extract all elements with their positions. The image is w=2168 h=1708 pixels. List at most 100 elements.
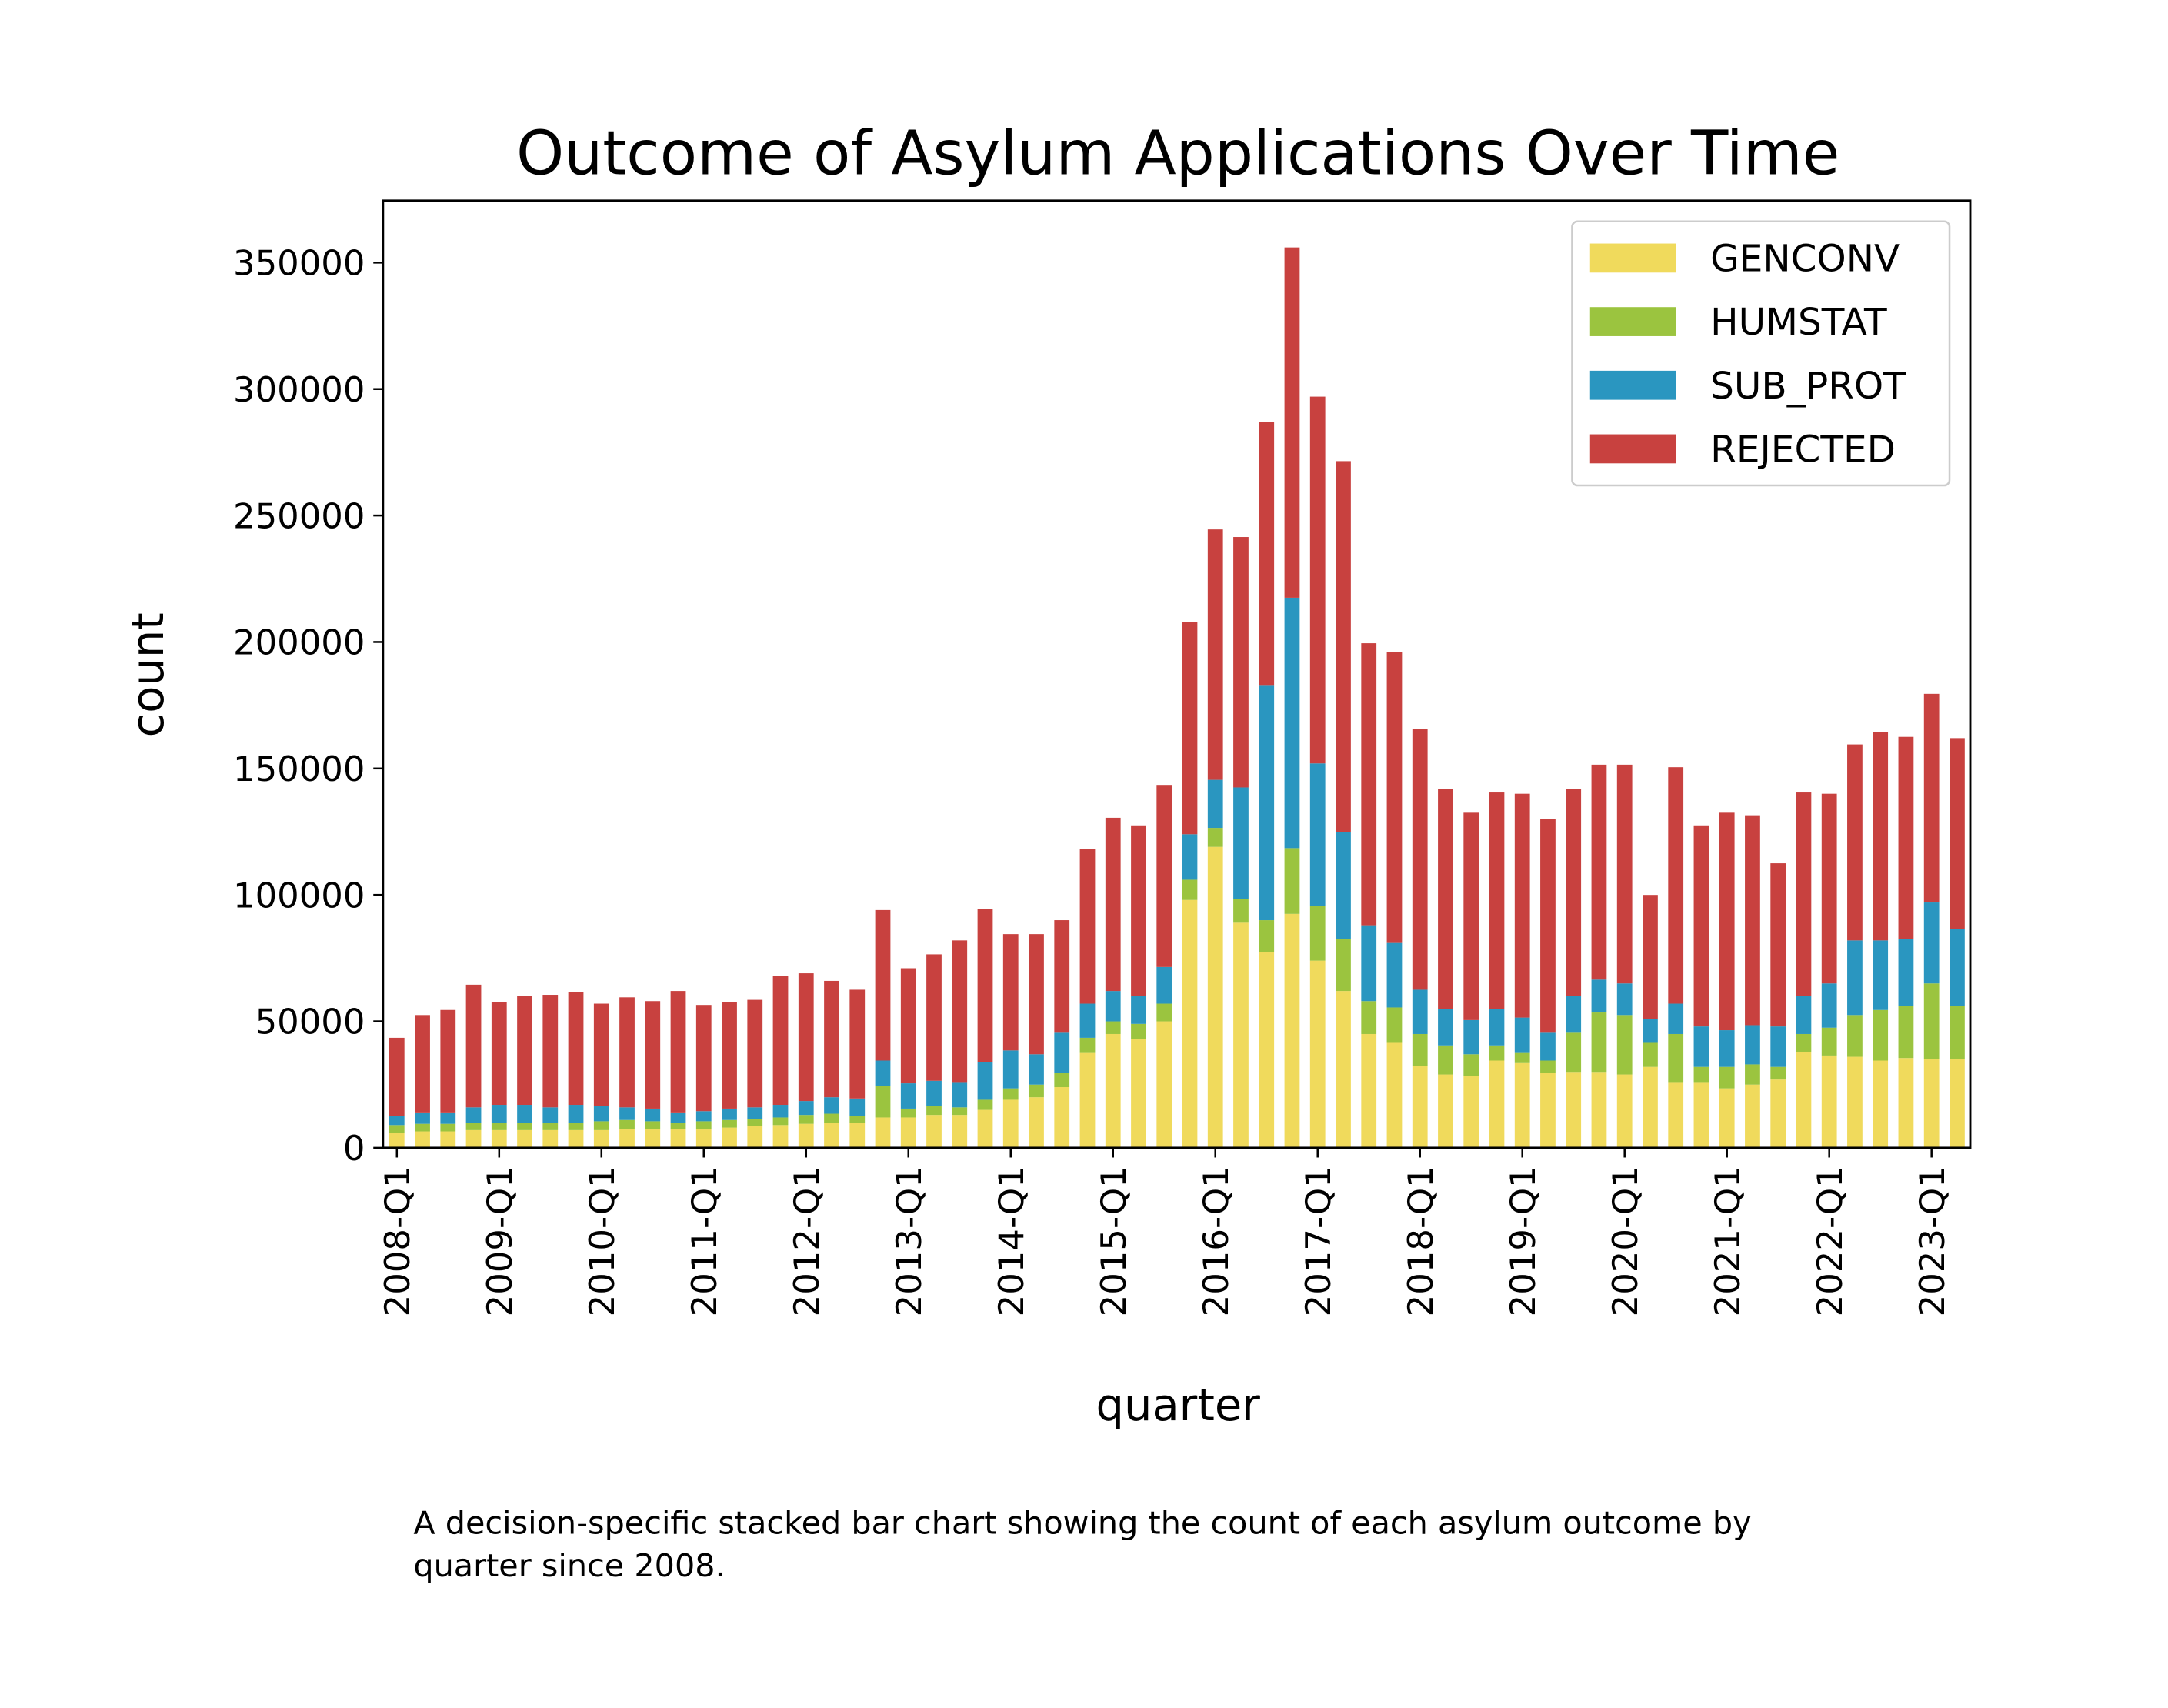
bar-segment: [415, 1015, 430, 1113]
bar-segment: [1259, 952, 1275, 1148]
bar-segment: [1540, 1073, 1556, 1148]
bar-segment: [1489, 1009, 1505, 1046]
bar-segment: [645, 1108, 661, 1122]
bar-segment: [517, 1129, 532, 1148]
bar-segment: [593, 1129, 609, 1148]
bar-segment: [1847, 744, 1863, 941]
bar-segment: [1898, 939, 1914, 1006]
bar-segment: [1463, 1054, 1479, 1076]
bar-segment: [1821, 1055, 1837, 1148]
bar-segment: [747, 1119, 763, 1126]
legend-swatch: [1589, 243, 1676, 273]
bar-segment: [568, 1105, 584, 1123]
bar-segment: [465, 1107, 482, 1123]
bar-segment: [1796, 792, 1812, 996]
bar-segment: [1540, 1032, 1556, 1061]
bar-segment: [1923, 1059, 1940, 1148]
bar-segment: [389, 1037, 405, 1116]
bar-segment: [1029, 934, 1044, 1055]
bar-segment: [1463, 1076, 1479, 1148]
bar-segment: [1719, 1030, 1735, 1067]
bar-segment: [772, 1117, 789, 1126]
bar-segment: [1054, 1087, 1070, 1148]
bar-segment: [542, 1129, 559, 1148]
bar-segment: [1745, 1064, 1760, 1085]
bar-segment: [1950, 929, 1965, 1006]
bar-segment: [824, 1097, 839, 1114]
bar-segment: [1259, 685, 1275, 921]
bar-segment: [1105, 1021, 1121, 1034]
bar-segment: [491, 1129, 507, 1148]
x-tick-label: 2008-Q1: [377, 1166, 418, 1316]
bar-segment: [568, 1123, 584, 1130]
bar-segment: [1386, 652, 1403, 943]
bar-segment: [1412, 1066, 1428, 1148]
bar-segment: [798, 1115, 814, 1124]
bar-segment: [1207, 828, 1223, 847]
bar-segment: [1207, 846, 1223, 1148]
y-axis-label: count: [122, 612, 174, 737]
bar-segment: [798, 1123, 814, 1148]
bar-segment: [1054, 1032, 1070, 1073]
bar-segment: [977, 1109, 993, 1148]
bar-segment: [1002, 1099, 1019, 1148]
y-tick-label: 200000: [233, 622, 365, 663]
x-tick-label: 2016-Q1: [1196, 1166, 1236, 1316]
caption-line: quarter since 2008.: [413, 1547, 725, 1584]
bar-segment: [1233, 899, 1249, 923]
bar-segment: [670, 1123, 686, 1129]
bar-segment: [465, 984, 482, 1108]
bar-segment: [1156, 1021, 1172, 1148]
legend-label: REJECTED: [1710, 428, 1896, 471]
bar-segment: [1745, 1084, 1760, 1148]
bar-segment: [824, 1113, 839, 1123]
bar-segment: [1873, 1009, 1889, 1061]
bar-segment: [1898, 736, 1914, 939]
x-tick-label: 2017-Q1: [1298, 1166, 1339, 1316]
x-tick-label: 2023-Q1: [1912, 1166, 1953, 1316]
bar-segment: [1719, 812, 1735, 1031]
bar-segment: [1591, 1072, 1607, 1148]
bar-segment: [1412, 989, 1428, 1034]
x-tick-label: 2013-Q1: [889, 1166, 929, 1316]
bar-segment: [1412, 729, 1428, 990]
bar-segment: [926, 1106, 942, 1116]
bar-segment: [1770, 1066, 1786, 1080]
bar-segment: [772, 1125, 789, 1148]
bar-segment: [747, 1107, 763, 1119]
bar-segment: [1566, 1032, 1582, 1073]
bar-segment: [1770, 1026, 1786, 1067]
bar-segment: [1821, 983, 1837, 1028]
bar-segment: [1540, 1060, 1556, 1073]
bar-segment: [1770, 1079, 1786, 1148]
bar-segment: [1336, 461, 1351, 832]
bar-segment: [772, 976, 789, 1106]
bar-segment: [465, 1129, 482, 1148]
bar-segment: [1668, 1033, 1684, 1083]
bar-segment: [1693, 1026, 1709, 1067]
bar-segment: [952, 940, 968, 1083]
bar-segment: [1386, 1042, 1403, 1148]
bar-segment: [1361, 925, 1377, 1002]
bar-segment: [619, 997, 635, 1108]
bar-segment: [1131, 1039, 1146, 1148]
bar-segment: [593, 1003, 609, 1106]
bar-segment: [849, 1116, 866, 1123]
bar-segment: [1259, 920, 1275, 952]
bar-segment: [670, 1112, 686, 1123]
bar-segment: [1002, 934, 1019, 1051]
x-tick-label: 2014-Q1: [991, 1166, 1032, 1316]
bar-segment: [1284, 247, 1300, 598]
x-tick-label: 2018-Q1: [1400, 1166, 1441, 1316]
y-tick-label: 300000: [233, 369, 365, 410]
bar-segment: [1643, 895, 1658, 1019]
bar-segment: [1105, 817, 1121, 992]
bar-segment: [440, 1112, 456, 1124]
bar-segment: [619, 1129, 635, 1148]
bar-segment: [1079, 1003, 1096, 1038]
bar-segment: [977, 1099, 993, 1110]
plot-frame: [382, 199, 1972, 1149]
bar-segment: [849, 989, 866, 1099]
bar-segment: [798, 1101, 814, 1116]
bar-segment: [1182, 834, 1198, 880]
